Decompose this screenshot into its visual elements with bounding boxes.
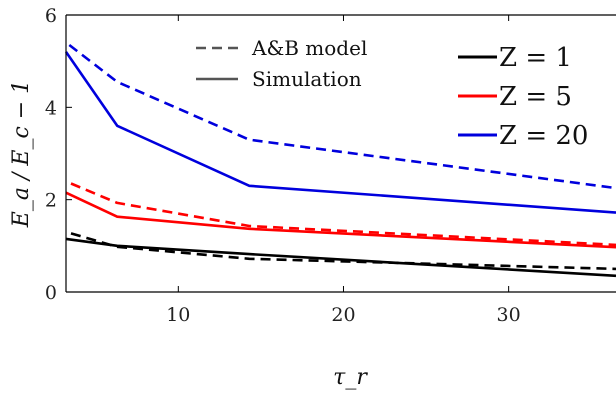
- series-line-z-1-simulation: [65, 237, 616, 278]
- y-tick-label: 6: [45, 5, 57, 27]
- x-tick-label: 30: [497, 304, 521, 326]
- y-axis-label: E_a / E_c − 1: [9, 80, 34, 228]
- legend-label-z-5: Z = 5: [499, 82, 572, 112]
- series-line-z-20-simulation: [64, 51, 616, 214]
- series-line-z-20-model: [68, 43, 616, 190]
- axes-layer: 0 2 4 6 10 20 30: [45, 5, 616, 326]
- y-tick-label: 2: [45, 190, 57, 212]
- series-layer: [64, 43, 616, 278]
- x-tick-label: 10: [166, 304, 190, 326]
- legend: A&B model Simulation Z = 1 Z = 5 Z = 20: [196, 36, 588, 151]
- legend-label-z-20: Z = 20: [499, 121, 588, 151]
- y-tick-label: 4: [45, 97, 57, 119]
- y-tick-label: 0: [45, 282, 57, 304]
- x-axis-label: τ_r: [333, 365, 368, 390]
- axis-labels: τ_r E_a / E_c − 1: [9, 80, 368, 390]
- legend-label-z-1: Z = 1: [499, 43, 572, 73]
- series-line-z-1-model: [70, 232, 616, 271]
- series-line-z-5-simulation: [65, 191, 616, 249]
- legend-label-model: A&B model: [251, 36, 367, 60]
- legend-label-simulation: Simulation: [252, 67, 362, 91]
- x-tick-label: 20: [331, 304, 355, 326]
- series-line-z-5-model: [70, 182, 616, 247]
